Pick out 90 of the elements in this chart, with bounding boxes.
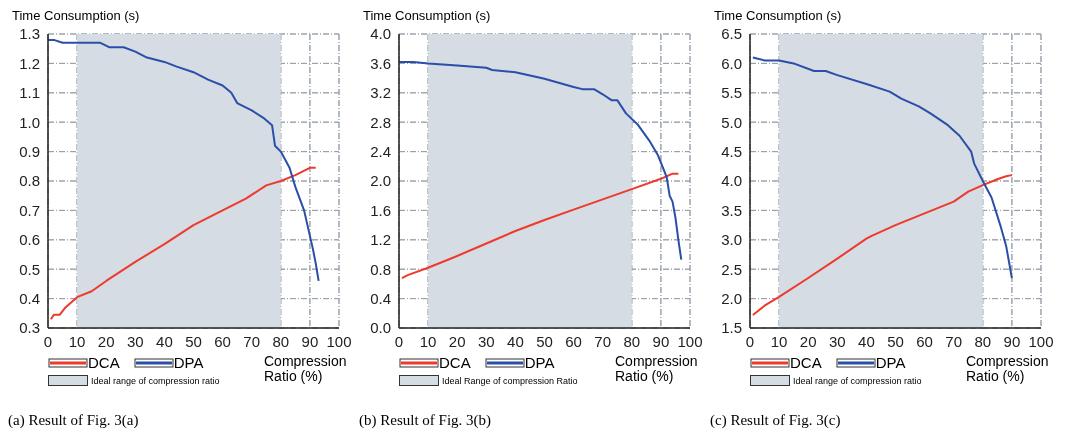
x-axis-title: Compression Ratio (%) bbox=[615, 353, 699, 384]
x-tick-label: 50 bbox=[536, 332, 553, 350]
x-tick-label: 60 bbox=[916, 332, 933, 350]
legend-label: Ideal Range of compression Ratio bbox=[442, 375, 578, 386]
legend-label: DCA bbox=[88, 354, 120, 371]
x-axis-title: Compression Ratio (%) bbox=[966, 353, 1050, 384]
y-tick-label: 0.7 bbox=[19, 201, 40, 219]
y-tick-label: 3.0 bbox=[721, 231, 742, 249]
x-tick-label: 80 bbox=[974, 332, 992, 350]
y-tick-label: 2.8 bbox=[370, 113, 391, 131]
legend-label: DCA bbox=[439, 354, 471, 371]
y-tick-label: 0.8 bbox=[370, 260, 391, 278]
x-tick-label: 70 bbox=[594, 332, 612, 350]
x-tick-label: 90 bbox=[1003, 332, 1021, 350]
line-series bbox=[751, 56, 1013, 280]
y-tick-label: 1.2 bbox=[370, 231, 391, 249]
y-tick-label: 6.0 bbox=[721, 54, 742, 72]
line-series bbox=[399, 60, 683, 261]
y-tick-label: 3.2 bbox=[370, 84, 391, 102]
y-tick-label: 2.0 bbox=[721, 289, 742, 307]
x-tick-label: 100 bbox=[326, 332, 352, 350]
x-tick-label: 30 bbox=[477, 332, 495, 350]
y-tick-label: 1.3 bbox=[19, 25, 40, 43]
y-tick-label: 2.4 bbox=[370, 142, 391, 160]
y-tick-label: 0.0 bbox=[370, 319, 391, 337]
y-axis-title: Time Consumption (s) bbox=[11, 8, 141, 24]
text: (b) Result of Fig. 3(b) bbox=[359, 412, 493, 429]
y-tick-label: 0.5 bbox=[19, 260, 40, 278]
y-axis-title: Time Consumption (s) bbox=[713, 8, 843, 24]
x-tick-label: 0 bbox=[394, 332, 404, 350]
line-series bbox=[48, 38, 320, 282]
legend-label: DPA bbox=[875, 354, 906, 371]
legend-label: DPA bbox=[173, 354, 204, 371]
line-series bbox=[400, 172, 680, 280]
y-tick-label: 1.6 bbox=[370, 201, 391, 219]
y-tick-label: 4.0 bbox=[370, 25, 391, 43]
x-tick-label: 100 bbox=[1028, 332, 1054, 350]
x-tick-label: 10 bbox=[419, 332, 437, 350]
x-tick-label: 20 bbox=[97, 332, 115, 350]
y-axis-title: Time Consumption (s) bbox=[362, 8, 492, 24]
x-tick-label: 30 bbox=[828, 332, 846, 350]
x-tick-label: 90 bbox=[652, 332, 670, 350]
line-series bbox=[751, 174, 1013, 317]
y-tick-label: 6.5 bbox=[721, 25, 742, 43]
x-tick-label: 10 bbox=[770, 332, 788, 350]
x-axis-title: Compression Ratio (%) bbox=[264, 353, 348, 384]
x-tick-label: 70 bbox=[243, 332, 261, 350]
y-tick-label: 4.0 bbox=[721, 172, 742, 190]
legend-label: DCA bbox=[790, 354, 822, 371]
y-tick-label: 2.0 bbox=[370, 172, 391, 190]
x-tick-label: 20 bbox=[448, 332, 466, 350]
line-series bbox=[49, 166, 317, 321]
x-tick-label: 80 bbox=[623, 332, 641, 350]
legend-label: Ideal range of compression ratio bbox=[793, 375, 922, 386]
y-tick-label: 4.5 bbox=[721, 142, 742, 160]
x-tick-label: 20 bbox=[799, 332, 817, 350]
y-tick-label: 1.1 bbox=[19, 84, 40, 102]
x-tick-label: 0 bbox=[745, 332, 755, 350]
y-tick-label: 0.6 bbox=[19, 231, 40, 249]
x-tick-label: 100 bbox=[677, 332, 703, 350]
y-tick-label: 0.3 bbox=[19, 319, 40, 337]
x-tick-label: 60 bbox=[565, 332, 582, 350]
x-tick-label: 80 bbox=[272, 332, 290, 350]
y-tick-label: 2.5 bbox=[721, 260, 742, 278]
x-tick-label: 90 bbox=[301, 332, 319, 350]
y-tick-label: 3.5 bbox=[721, 201, 742, 219]
y-tick-label: 5.0 bbox=[721, 113, 742, 131]
x-tick-label: 70 bbox=[945, 332, 963, 350]
y-tick-label: 0.8 bbox=[19, 172, 40, 190]
y-tick-label: 1.5 bbox=[721, 319, 742, 337]
text: (c) Result of Fig. 3(c) bbox=[710, 412, 842, 429]
x-tick-label: 10 bbox=[68, 332, 86, 350]
x-tick-label: 50 bbox=[887, 332, 904, 350]
x-tick-label: 0 bbox=[43, 332, 53, 350]
x-tick-label: 60 bbox=[214, 332, 231, 350]
text: (a) Result of Fig. 3(a) bbox=[8, 412, 140, 429]
x-tick-label: 40 bbox=[858, 332, 875, 350]
y-tick-label: 3.6 bbox=[370, 54, 391, 72]
y-tick-label: 1.0 bbox=[19, 113, 40, 131]
x-tick-label: 30 bbox=[126, 332, 144, 350]
x-tick-label: 50 bbox=[185, 332, 202, 350]
y-tick-label: 0.4 bbox=[19, 289, 40, 307]
x-tick-label: 40 bbox=[156, 332, 173, 350]
y-tick-label: 0.9 bbox=[19, 142, 40, 160]
y-tick-label: 5.5 bbox=[721, 84, 742, 102]
legend-label: Ideal range of compression ratio bbox=[91, 375, 220, 386]
legend-label: DPA bbox=[524, 354, 555, 371]
y-tick-label: 1.2 bbox=[19, 54, 40, 72]
y-tick-label: 0.4 bbox=[370, 289, 391, 307]
x-tick-label: 40 bbox=[507, 332, 524, 350]
